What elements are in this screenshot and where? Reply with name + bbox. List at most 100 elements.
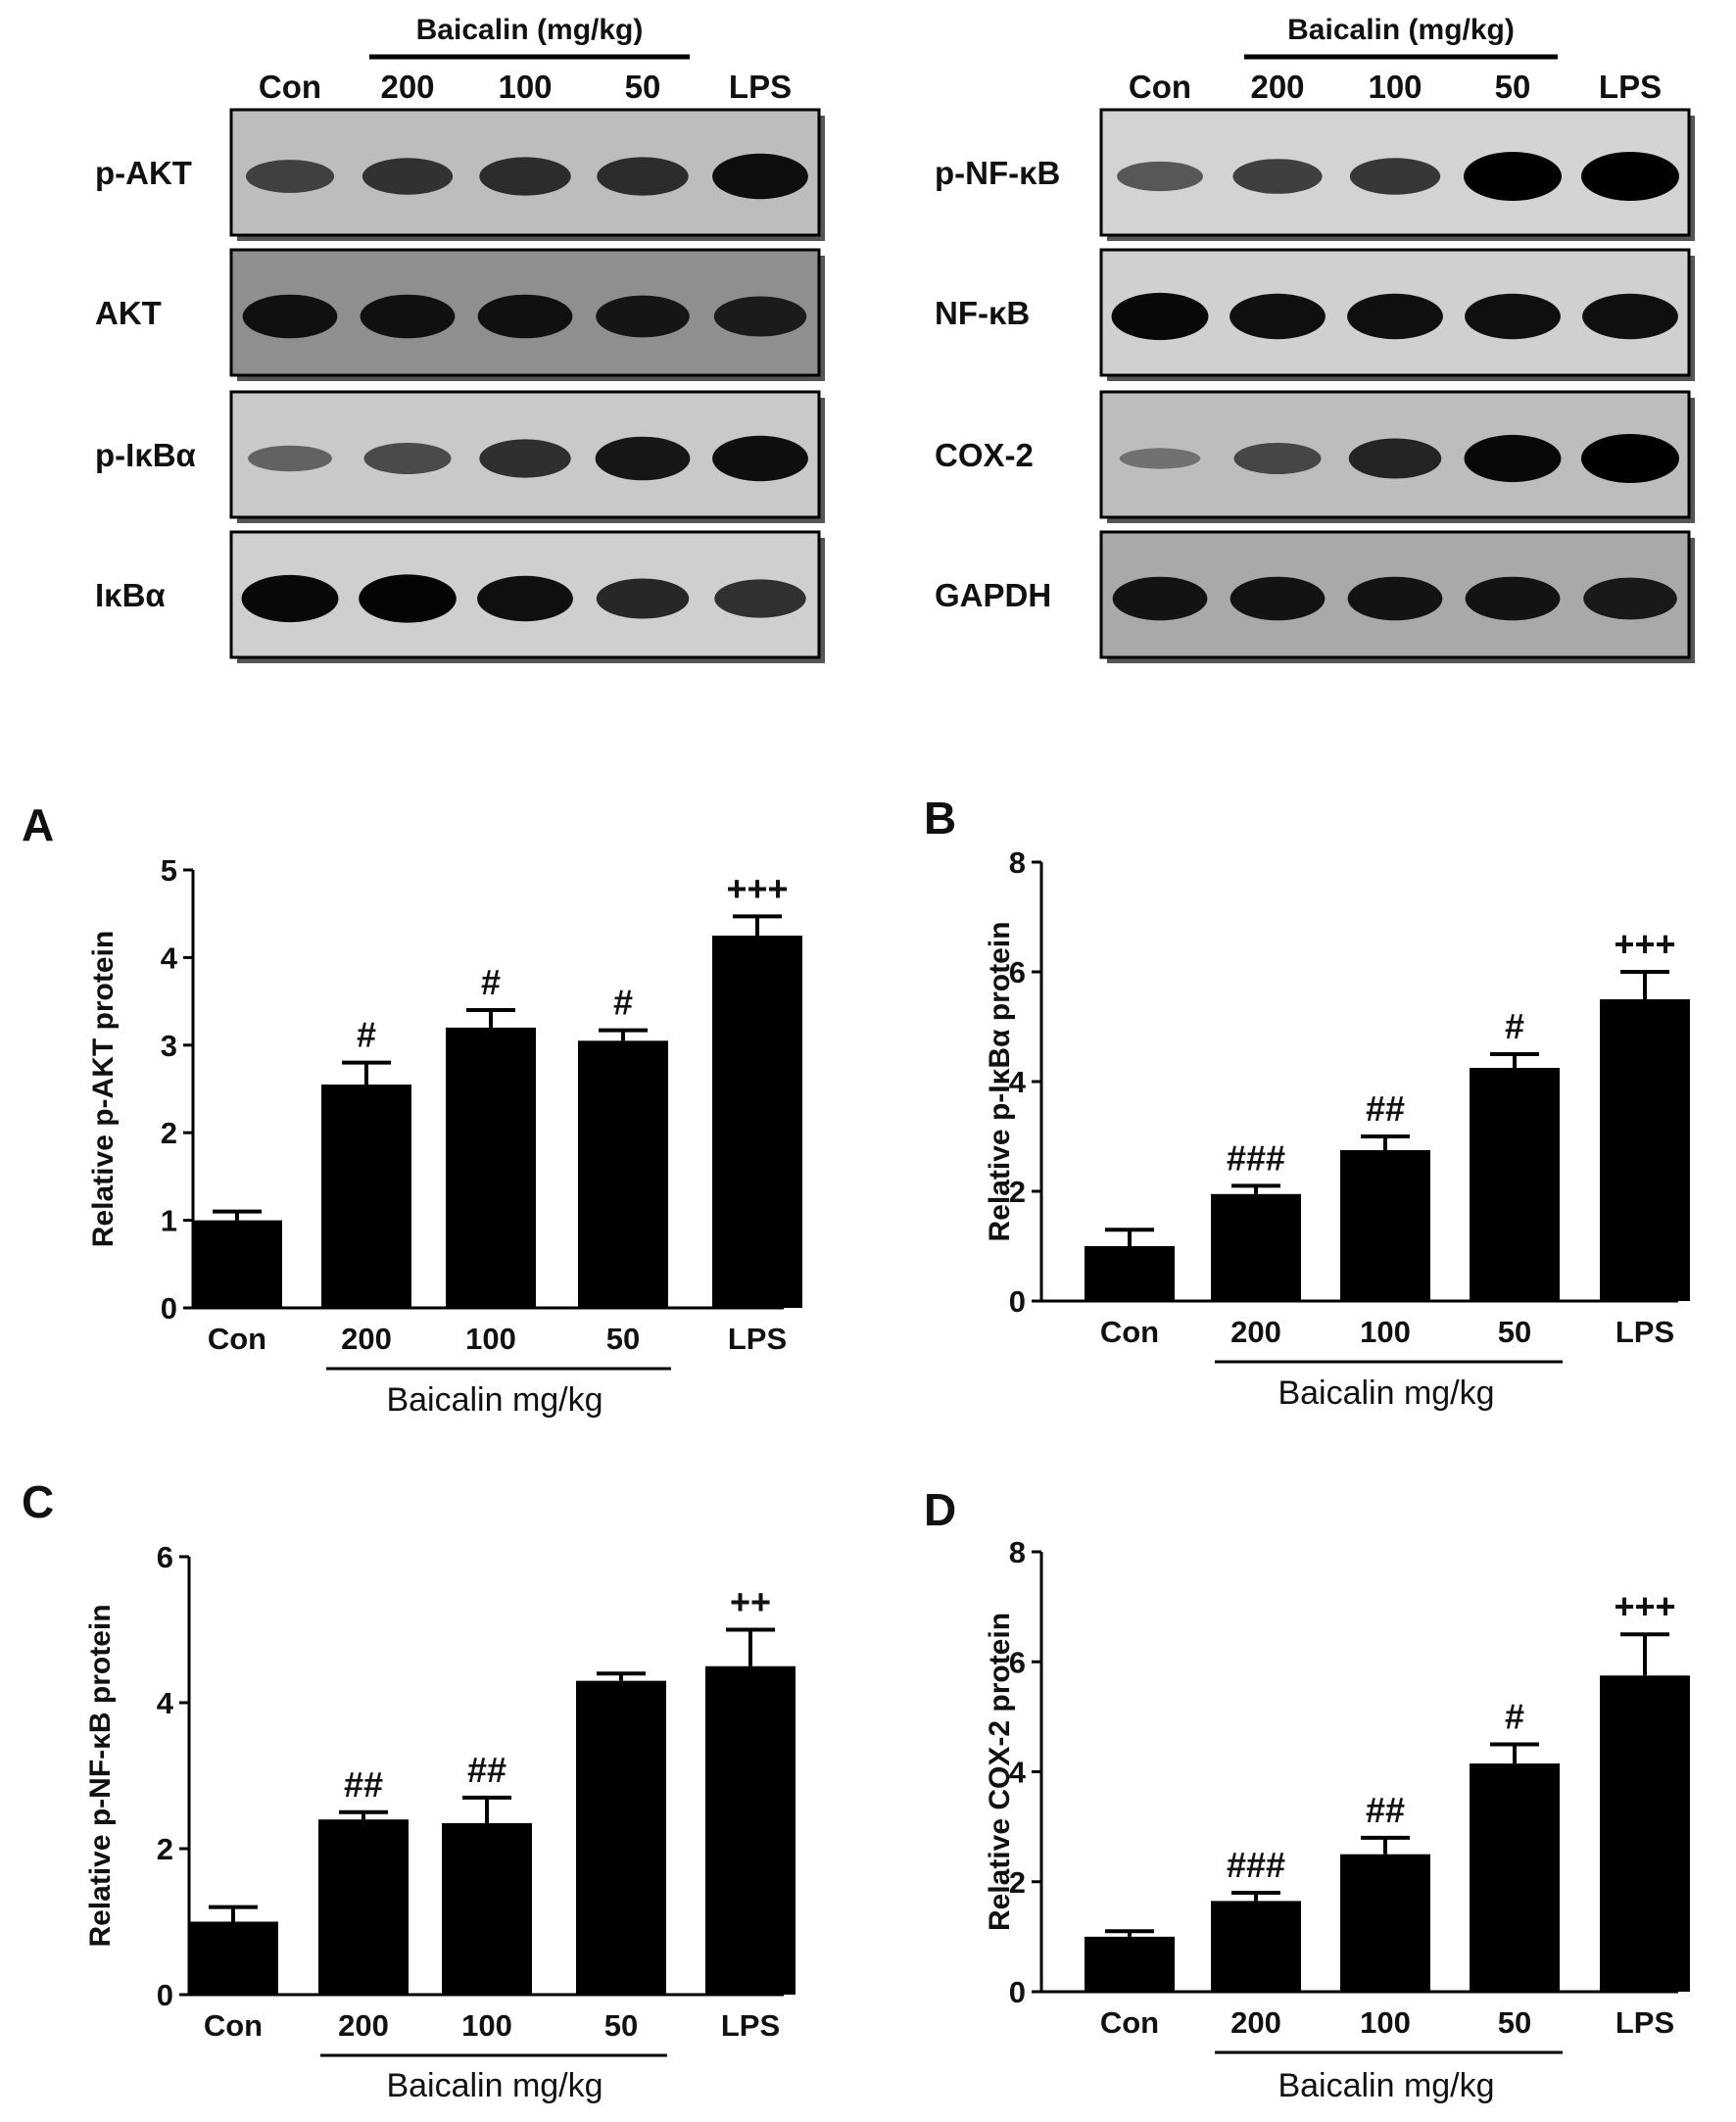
western-blot-1: Baicalin (mg/kg) Con 200 100 50 LPS p-AKT AKT p-… xyxy=(95,14,825,663)
blot-row: IκBα xyxy=(95,530,825,663)
blot-band xyxy=(242,294,338,339)
blot-band xyxy=(1119,448,1201,469)
blot-band xyxy=(1464,434,1562,483)
bar xyxy=(1470,1068,1560,1301)
bar xyxy=(321,1085,411,1308)
blot-band xyxy=(1348,438,1442,479)
blot-band xyxy=(595,436,691,481)
blot-band xyxy=(1464,152,1562,201)
blot-band xyxy=(713,296,807,337)
blot-lane-label: Con xyxy=(259,69,321,105)
y-tick-label: 6 xyxy=(1009,1645,1026,1679)
blot-row: p-IκBα xyxy=(95,390,825,523)
x-tick-label: 100 xyxy=(1360,1315,1411,1349)
blot-band xyxy=(1230,293,1326,340)
blot-lane-label: LPS xyxy=(729,69,792,105)
blot-band xyxy=(596,578,690,619)
significance-marker: # xyxy=(613,983,633,1023)
x-axis-label: Baicalin mg/kg xyxy=(386,1381,603,1419)
x-tick-label: LPS xyxy=(728,1322,787,1356)
y-axis-label: Relative COX-2 protein xyxy=(984,1613,1016,1931)
panel-letter: A xyxy=(22,799,54,850)
blot-row-label: NF-κB xyxy=(935,295,1030,331)
significance-marker: ### xyxy=(1227,1137,1285,1178)
blot-band xyxy=(362,158,454,195)
y-tick-label: 6 xyxy=(1009,955,1026,989)
bar xyxy=(705,1665,796,1995)
x-tick-label: Con xyxy=(208,1322,266,1356)
blot-band xyxy=(1232,159,1323,194)
x-tick-label: 50 xyxy=(1498,1315,1531,1349)
blot-band xyxy=(1117,161,1203,192)
y-tick-label: 4 xyxy=(1009,1065,1027,1099)
panel-letter: D xyxy=(924,1484,956,1535)
significance-marker: # xyxy=(357,1015,376,1055)
blot-row: p-AKT xyxy=(95,108,825,241)
blot-band xyxy=(1112,576,1208,621)
y-tick-label: 6 xyxy=(157,1540,173,1574)
blot-lane-label: LPS xyxy=(1599,69,1662,105)
bar xyxy=(578,1040,668,1308)
significance-marker: ## xyxy=(1366,1790,1405,1830)
bar xyxy=(1600,999,1690,1301)
blot-band xyxy=(363,443,452,474)
blot-row-label: GAPDH xyxy=(935,577,1051,613)
blot-band xyxy=(360,294,456,339)
bar xyxy=(1211,1901,1301,1992)
x-tick-label: 50 xyxy=(604,2008,638,2043)
y-tick-label: 5 xyxy=(161,853,177,888)
chart-panel-C: C 0 2 4 6 Relative p-NF-κB protein Con ## 200 ## 1… xyxy=(22,1476,796,2104)
significance-marker: +++ xyxy=(1614,1586,1675,1626)
blot-row: COX-2 xyxy=(935,390,1695,523)
blot-band xyxy=(1111,292,1209,341)
y-tick-label: 8 xyxy=(1009,1535,1026,1569)
significance-marker: +++ xyxy=(1614,924,1675,964)
y-axis-label: Relative p-NF-κB protein xyxy=(84,1604,117,1947)
bar xyxy=(1340,1150,1430,1301)
x-tick-label: 100 xyxy=(465,1322,516,1356)
blot-band xyxy=(1233,443,1322,474)
bar xyxy=(576,1680,666,1995)
blot-band xyxy=(477,294,573,339)
blot-band xyxy=(1465,576,1561,621)
panel-letter: C xyxy=(22,1476,54,1527)
blot-band xyxy=(1581,152,1679,201)
blot-band xyxy=(712,435,808,482)
blot-band xyxy=(241,574,339,623)
blot-band xyxy=(245,160,335,193)
chart-panel-D: D 0 2 4 6 8 Relative COX-2 protein Con ### 200 ## 1… xyxy=(924,1484,1690,2104)
y-tick-label: 2 xyxy=(1009,1175,1026,1209)
x-axis-label: Baicalin mg/kg xyxy=(1278,2067,1494,2104)
blot-band xyxy=(1465,293,1561,340)
blot-band xyxy=(714,579,806,618)
blot-band xyxy=(479,439,571,478)
blot-row-label: AKT xyxy=(95,295,162,331)
y-tick-label: 0 xyxy=(157,1978,173,2012)
x-tick-label: 200 xyxy=(338,2008,389,2043)
y-tick-label: 0 xyxy=(1009,1284,1026,1319)
bar xyxy=(1211,1193,1301,1301)
blot-lane-label: Con xyxy=(1129,69,1191,105)
y-axis-label: Relative p-AKT protein xyxy=(87,931,120,1247)
bar xyxy=(1085,1246,1175,1301)
y-tick-label: 2 xyxy=(1009,1865,1026,1900)
blot-lane-label: 50 xyxy=(625,69,661,105)
bar xyxy=(188,1921,278,1995)
significance-marker: # xyxy=(1505,1696,1524,1736)
blot-band xyxy=(1582,293,1678,340)
x-tick-label: LPS xyxy=(1615,2005,1674,2040)
panel-letter: B xyxy=(924,793,956,844)
blot-band xyxy=(479,157,571,196)
significance-marker: ## xyxy=(344,1764,383,1805)
blot-band xyxy=(359,574,457,623)
x-tick-label: 200 xyxy=(1230,1315,1281,1349)
x-tick-label: 50 xyxy=(606,1322,640,1356)
blot-row: p-NF-κB xyxy=(935,108,1695,241)
x-tick-label: 200 xyxy=(341,1322,392,1356)
blot-band xyxy=(1349,158,1441,195)
blot-lane-label: 100 xyxy=(498,69,552,105)
blot-row-label: p-IκBα xyxy=(95,437,196,473)
